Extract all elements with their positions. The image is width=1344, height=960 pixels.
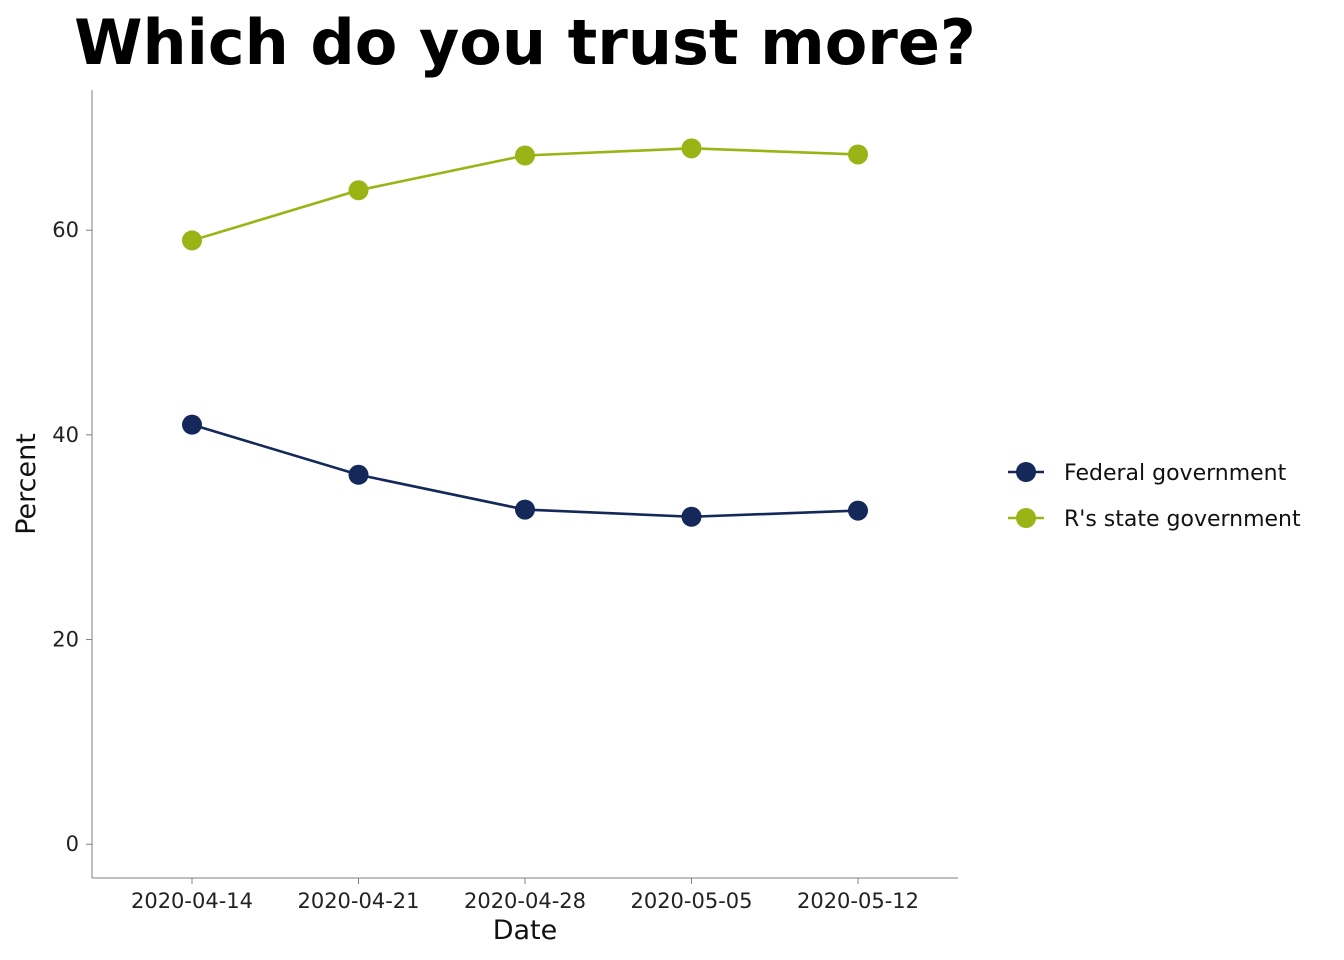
data-point	[681, 506, 702, 527]
series-group	[182, 138, 868, 527]
legend-marker	[1016, 462, 1036, 482]
data-point	[515, 499, 535, 520]
x-tick-label: 2020-04-21	[297, 889, 419, 913]
x-ticks: 2020-04-14 2020-04-21 2020-04-28 2020-05-05…	[131, 878, 919, 913]
x-tick-label: 2020-04-14	[131, 889, 253, 913]
data-point	[182, 414, 202, 435]
series-0	[182, 414, 868, 527]
legend: Federal government R's state government	[1008, 461, 1301, 532]
y-tick-label: 0	[66, 832, 79, 856]
axes	[91, 90, 958, 879]
legend-item: R's state government	[1008, 507, 1301, 532]
series-1	[182, 138, 868, 251]
legend-item: Federal government	[1008, 461, 1287, 486]
x-axis-title: Date	[493, 915, 558, 946]
legend-label: Federal government	[1064, 461, 1287, 486]
x-tick-label: 2020-05-05	[630, 889, 752, 913]
data-point	[848, 500, 868, 521]
data-point	[681, 138, 702, 159]
chart-title: Which do you trust more?	[74, 6, 976, 79]
y-tick-label: 20	[52, 628, 79, 652]
data-point	[515, 145, 535, 166]
data-point	[848, 144, 868, 165]
y-axis-title: Percent	[11, 433, 42, 535]
legend-marker	[1016, 508, 1036, 528]
x-tick-label: 2020-04-28	[464, 889, 586, 913]
legend-label: R's state government	[1064, 507, 1301, 532]
x-tick-label: 2020-05-12	[797, 889, 919, 913]
data-point	[182, 230, 202, 251]
data-point	[348, 464, 369, 485]
data-point	[348, 180, 369, 201]
y-tick-label: 60	[52, 218, 79, 242]
y-ticks: 0 20 40 60	[52, 218, 92, 856]
y-tick-label: 40	[52, 423, 79, 447]
